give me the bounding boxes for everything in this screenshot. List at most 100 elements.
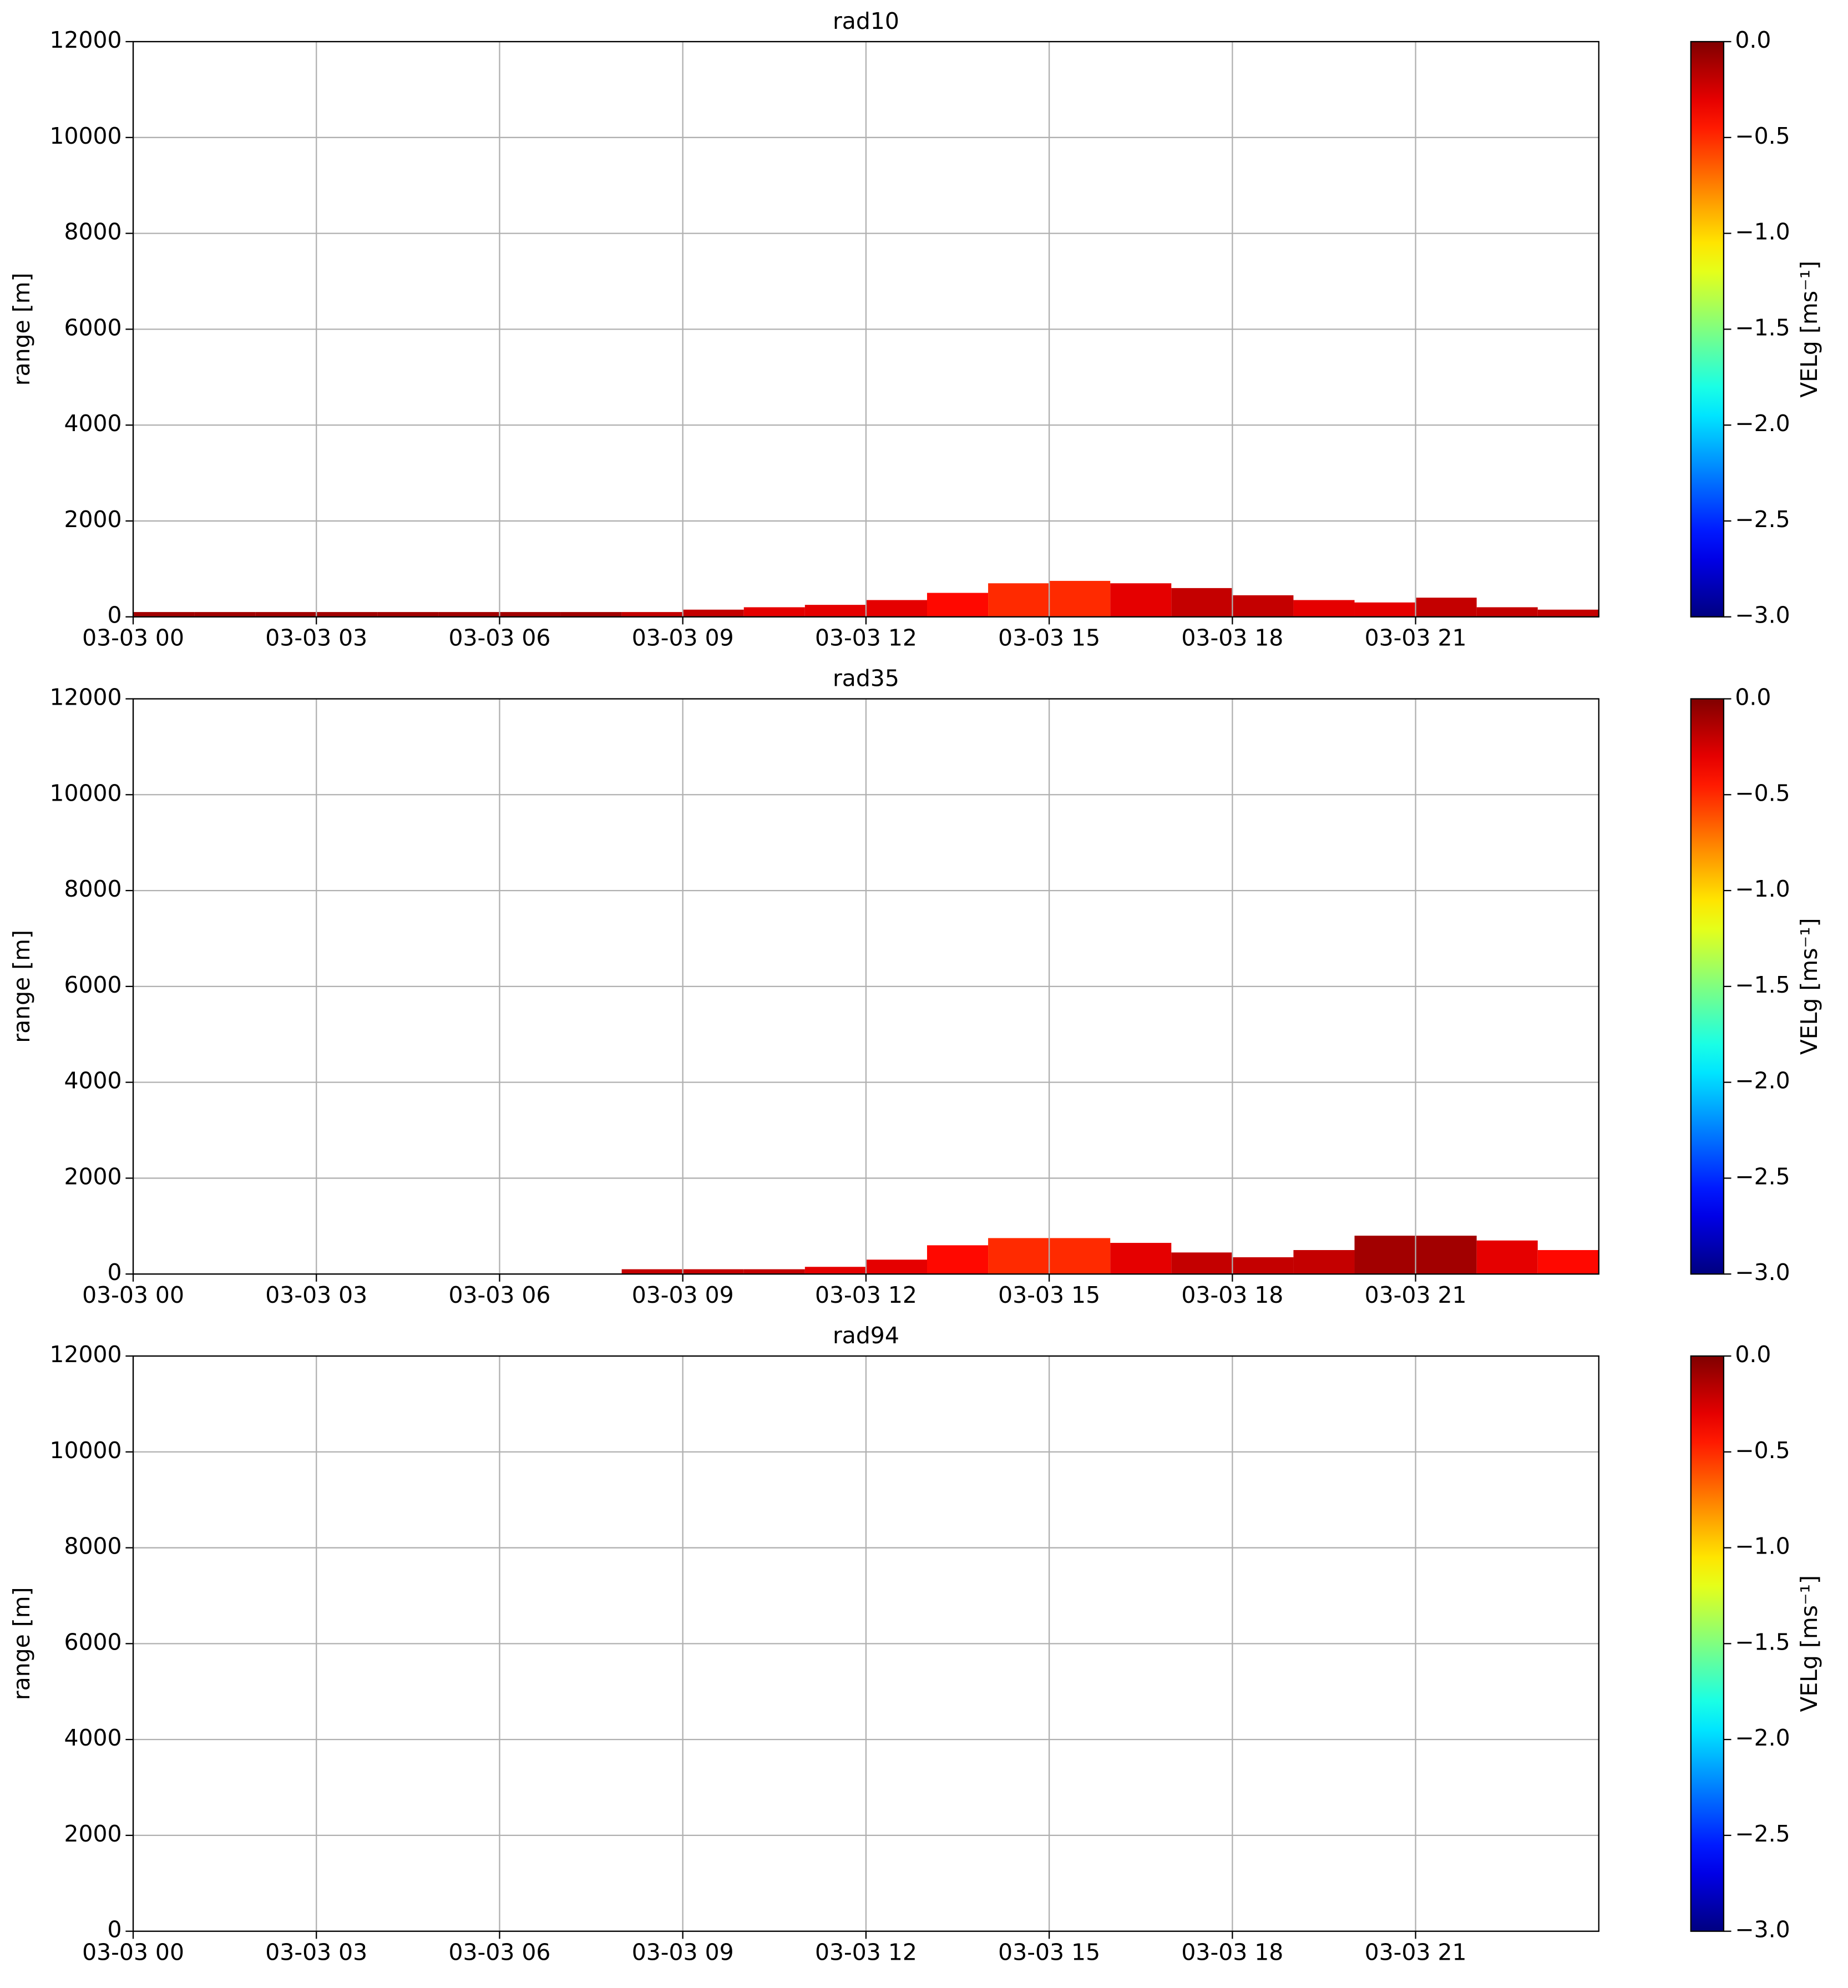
echo-column	[255, 612, 317, 617]
echo-column	[499, 612, 561, 617]
plot-frame	[132, 698, 1599, 1275]
echo-column	[1110, 583, 1172, 617]
y-tick-label: 2000	[64, 1820, 121, 1847]
panel-title: rad35	[833, 665, 899, 691]
colorbar-tick-label: 0.0	[1735, 684, 1771, 711]
x-tick-label: 03-03 12	[815, 625, 917, 651]
y-axis-label: range [m]	[8, 1587, 35, 1700]
echo-column	[1049, 580, 1111, 617]
colorbar-tick-label: −2.5	[1735, 506, 1790, 533]
echo-column	[1415, 1236, 1477, 1274]
echo-column	[988, 1238, 1050, 1274]
echo-column	[1171, 1252, 1233, 1274]
echo-column	[1049, 1238, 1111, 1274]
colorbar-tick-label: −0.5	[1735, 780, 1790, 806]
echo-column	[926, 1245, 989, 1274]
colorbar-label: VELg [ms⁻¹]	[1796, 1575, 1822, 1712]
y-axis-label: range [m]	[8, 273, 35, 386]
y-tick-label: 6000	[64, 314, 121, 341]
panel-title: rad94	[833, 1322, 899, 1349]
x-tick-label: 03-03 12	[815, 1282, 917, 1308]
y-axis-label: range [m]	[8, 930, 35, 1043]
echo-column	[194, 612, 256, 617]
colorbar-tick-label: −1.0	[1735, 876, 1790, 902]
panel-title: rad10	[833, 8, 899, 34]
y-tick-label: 0	[108, 1259, 122, 1286]
echo-column	[1293, 600, 1355, 617]
colorbar	[1690, 41, 1725, 618]
echo-column	[804, 1267, 866, 1274]
colorbar-tick-label: 0.0	[1735, 1341, 1771, 1368]
echo-column	[560, 612, 622, 617]
echo-column	[988, 583, 1050, 617]
y-tick-label: 6000	[64, 1628, 121, 1655]
y-tick-label: 6000	[64, 972, 121, 998]
echo-column	[1537, 609, 1599, 617]
x-tick-label: 03-03 00	[82, 1939, 184, 1966]
y-tick-label: 0	[108, 1916, 122, 1943]
echo-column	[1171, 588, 1233, 617]
colorbar-tick-label: −1.0	[1735, 219, 1790, 245]
y-tick-label: 4000	[64, 410, 121, 437]
x-tick-label: 03-03 06	[449, 1939, 551, 1966]
echo-column	[1354, 602, 1416, 617]
colorbar-tick-label: −0.5	[1735, 1437, 1790, 1464]
x-tick-label: 03-03 15	[998, 1282, 1100, 1308]
colorbar-label: VELg [ms⁻¹]	[1796, 918, 1822, 1055]
colorbar-tick-label: −1.5	[1735, 972, 1790, 998]
echo-column	[1537, 1250, 1599, 1274]
colorbar-tick-label: −3.0	[1735, 1259, 1790, 1286]
colorbar-tick-label: −2.5	[1735, 1163, 1790, 1190]
colorbar-tick-label: −1.5	[1735, 1628, 1790, 1655]
y-tick-label: 2000	[64, 1163, 121, 1190]
colorbar	[1690, 698, 1725, 1275]
x-tick-label: 03-03 21	[1365, 625, 1467, 651]
y-tick-label: 10000	[49, 123, 121, 149]
echo-column	[377, 612, 439, 617]
echo-column	[926, 593, 989, 617]
x-tick-label: 03-03 03	[265, 1282, 367, 1308]
x-tick-label: 03-03 03	[265, 625, 367, 651]
plot-frame	[132, 41, 1599, 618]
echo-column	[133, 612, 195, 617]
y-tick-label: 0	[108, 602, 122, 629]
y-tick-label: 10000	[49, 780, 121, 806]
y-tick-label: 10000	[49, 1437, 121, 1464]
x-tick-label: 03-03 03	[265, 1939, 367, 1966]
y-tick-label: 12000	[49, 1341, 121, 1368]
colorbar-tick-label: −1.0	[1735, 1533, 1790, 1560]
echo-column	[1354, 1236, 1416, 1274]
x-tick-label: 03-03 06	[449, 625, 551, 651]
colorbar-tick-label: −0.5	[1735, 123, 1790, 149]
y-tick-label: 8000	[64, 219, 121, 245]
colorbar-label: VELg [ms⁻¹]	[1796, 261, 1822, 398]
x-tick-label: 03-03 18	[1181, 625, 1283, 651]
colorbar-tick-label: −2.5	[1735, 1820, 1790, 1847]
echo-column	[743, 1269, 805, 1274]
y-tick-label: 8000	[64, 1533, 121, 1560]
echo-column	[1415, 598, 1477, 617]
x-tick-label: 03-03 09	[632, 1939, 734, 1966]
echo-column	[1476, 607, 1538, 617]
y-tick-label: 4000	[64, 1068, 121, 1094]
colorbar-tick-label: −3.0	[1735, 1916, 1790, 1943]
colorbar-tick-label: −2.0	[1735, 1068, 1790, 1094]
echo-column	[1110, 1243, 1172, 1274]
x-tick-label: 03-03 12	[815, 1939, 917, 1966]
echo-column	[438, 612, 500, 617]
echo-column	[865, 1259, 927, 1274]
echo-column	[865, 600, 927, 617]
x-tick-label: 03-03 00	[82, 1282, 184, 1308]
echo-column	[621, 612, 683, 617]
echo-column	[1232, 1257, 1294, 1274]
plot-frame	[132, 1355, 1599, 1932]
x-tick-label: 03-03 00	[82, 625, 184, 651]
echo-column	[621, 1269, 683, 1274]
echo-column	[804, 605, 866, 617]
x-tick-label: 03-03 21	[1365, 1939, 1467, 1966]
y-tick-label: 12000	[49, 27, 121, 53]
colorbar-tick-label: −2.0	[1735, 410, 1790, 437]
y-tick-label: 4000	[64, 1724, 121, 1751]
y-tick-label: 2000	[64, 506, 121, 533]
